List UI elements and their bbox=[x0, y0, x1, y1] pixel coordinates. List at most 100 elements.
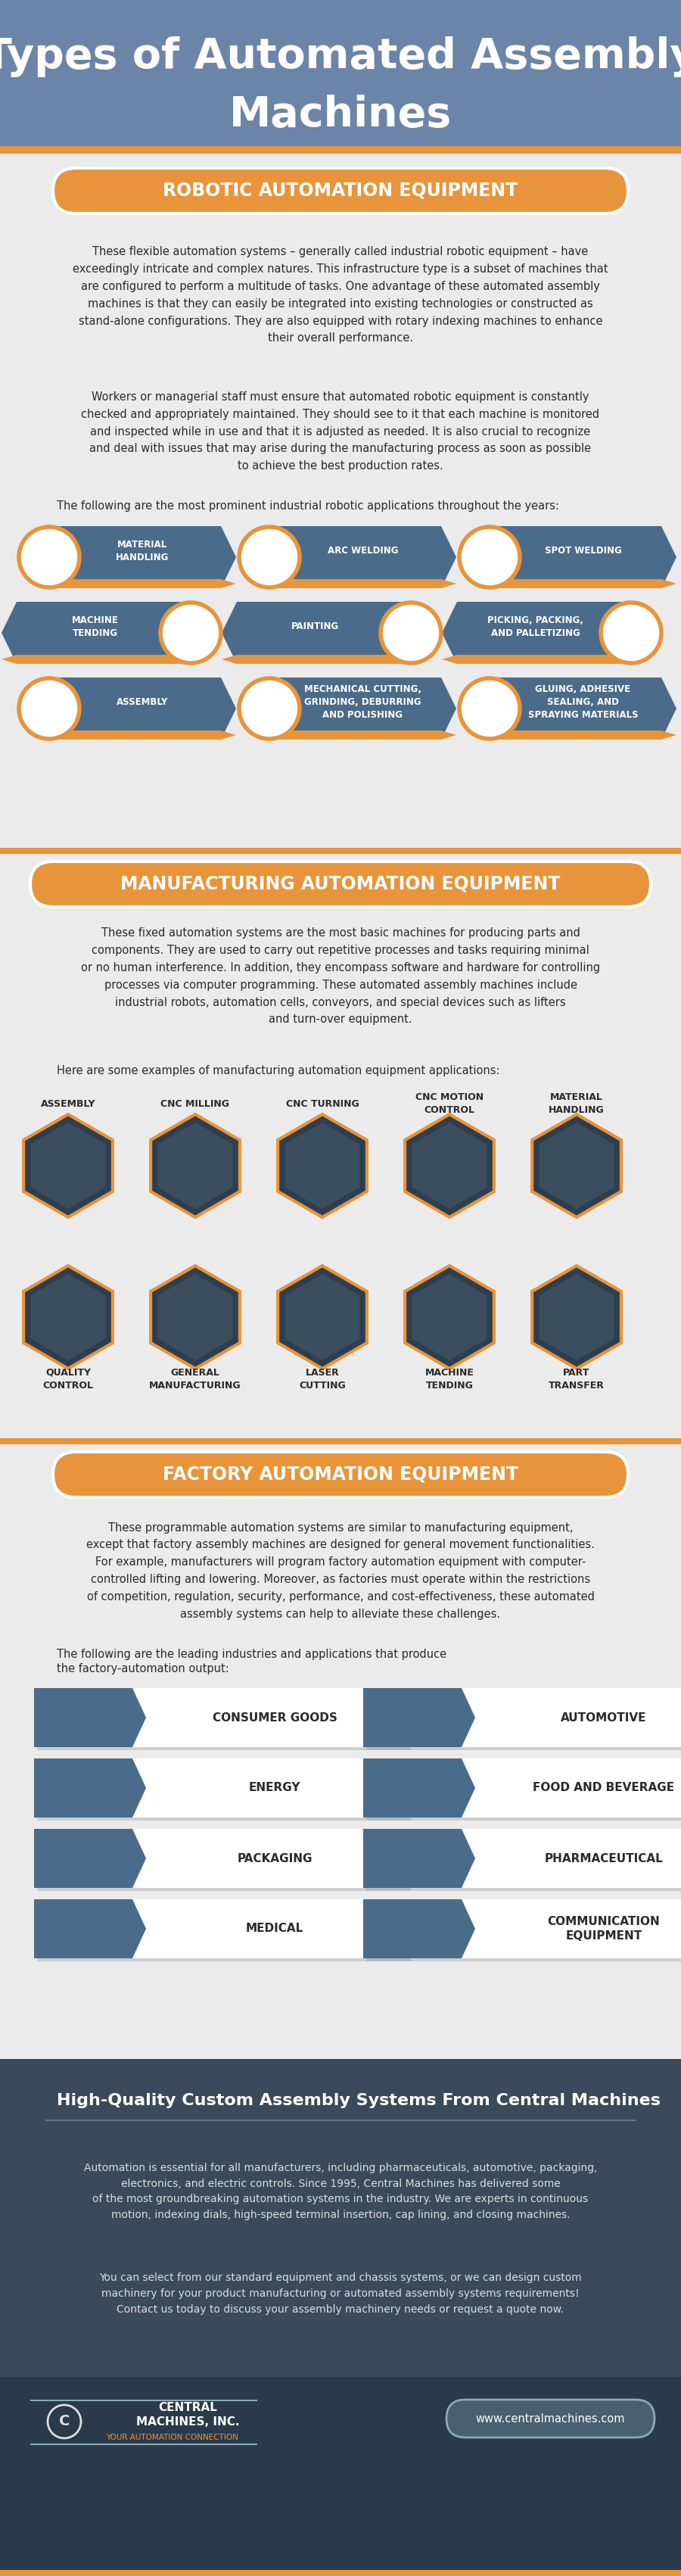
Text: GENERAL
MANUFACTURING: GENERAL MANUFACTURING bbox=[149, 1368, 241, 1391]
Polygon shape bbox=[462, 1759, 475, 1819]
Polygon shape bbox=[412, 1275, 487, 1360]
Polygon shape bbox=[38, 732, 236, 739]
Bar bbox=[462, 1687, 681, 1747]
Polygon shape bbox=[151, 1115, 240, 1218]
Bar bbox=[0, 147, 681, 155]
Text: MACHINE
TENDING: MACHINE TENDING bbox=[72, 616, 118, 639]
Polygon shape bbox=[539, 1275, 614, 1360]
Polygon shape bbox=[222, 654, 420, 665]
Bar bbox=[0, 152, 681, 848]
Text: CENTRAL
MACHINES, INC.: CENTRAL MACHINES, INC. bbox=[136, 2401, 240, 2427]
Text: ROBOTIC AUTOMATION EQUIPMENT: ROBOTIC AUTOMATION EQUIPMENT bbox=[163, 183, 518, 201]
Bar bbox=[132, 1759, 405, 1819]
Polygon shape bbox=[532, 1265, 621, 1368]
FancyBboxPatch shape bbox=[447, 2401, 654, 2437]
Bar bbox=[366, 1901, 681, 1960]
Polygon shape bbox=[38, 677, 236, 739]
Text: ASSEMBLY: ASSEMBLY bbox=[41, 1100, 95, 1108]
Text: You can select from our standard equipment and chassis systems, or we can design: You can select from our standard equipme… bbox=[99, 2272, 582, 2316]
Text: PHARMACEUTICAL: PHARMACEUTICAL bbox=[545, 1852, 663, 1865]
Circle shape bbox=[239, 677, 300, 739]
Bar bbox=[0, 848, 681, 1437]
Text: MATERIAL
HANDLING: MATERIAL HANDLING bbox=[116, 538, 170, 562]
Text: PART
TRANSFER: PART TRANSFER bbox=[549, 1368, 605, 1391]
Text: CNC MOTION
CONTROL: CNC MOTION CONTROL bbox=[415, 1092, 484, 1115]
Bar bbox=[0, 1437, 681, 1445]
Polygon shape bbox=[38, 526, 236, 587]
Circle shape bbox=[459, 528, 520, 587]
Text: C: C bbox=[59, 2414, 69, 2429]
Bar bbox=[0, 2378, 681, 2576]
Polygon shape bbox=[132, 1687, 146, 1747]
Text: SPOT WELDING: SPOT WELDING bbox=[545, 546, 622, 556]
Circle shape bbox=[161, 603, 221, 662]
Text: High-Quality Custom Assembly Systems From Central Machines: High-Quality Custom Assembly Systems Fro… bbox=[57, 2094, 661, 2107]
Text: PACKAGING: PACKAGING bbox=[237, 1852, 313, 1865]
Bar bbox=[132, 1899, 405, 1958]
Bar bbox=[34, 1687, 132, 1747]
Text: These programmable automation systems are similar to manufacturing equipment,
ex: These programmable automation systems ar… bbox=[86, 1522, 595, 1620]
Polygon shape bbox=[132, 1759, 146, 1819]
Polygon shape bbox=[462, 1829, 475, 1888]
Bar bbox=[37, 1832, 411, 1891]
Text: www.centralmachines.com: www.centralmachines.com bbox=[475, 2414, 625, 2424]
Text: MATERIAL
HANDLING: MATERIAL HANDLING bbox=[549, 1092, 605, 1115]
Bar bbox=[462, 1899, 681, 1958]
Text: MANUFACTURING AUTOMATION EQUIPMENT: MANUFACTURING AUTOMATION EQUIPMENT bbox=[121, 876, 560, 894]
Polygon shape bbox=[442, 654, 640, 665]
Polygon shape bbox=[532, 1115, 621, 1218]
Text: AUTOMOTIVE: AUTOMOTIVE bbox=[561, 1713, 647, 1723]
Polygon shape bbox=[24, 1265, 112, 1368]
Bar bbox=[132, 1829, 405, 1888]
Text: These flexible automation systems – generally called industrial robotic equipmen: These flexible automation systems – gene… bbox=[73, 247, 608, 345]
Bar bbox=[366, 1690, 681, 1749]
Polygon shape bbox=[258, 580, 456, 587]
Text: FACTORY AUTOMATION EQUIPMENT: FACTORY AUTOMATION EQUIPMENT bbox=[163, 1466, 518, 1484]
Text: Workers or managerial staff must ensure that automated robotic equipment is cons: Workers or managerial staff must ensure … bbox=[81, 392, 600, 471]
Polygon shape bbox=[478, 580, 676, 587]
Text: These fixed automation systems are the most basic machines for producing parts a: These fixed automation systems are the m… bbox=[81, 927, 600, 1025]
Text: ASSEMBLY: ASSEMBLY bbox=[116, 698, 168, 708]
Polygon shape bbox=[278, 1265, 367, 1368]
Text: Automation is essential for all manufacturers, including pharmaceuticals, automo: Automation is essential for all manufact… bbox=[84, 2164, 597, 2221]
Polygon shape bbox=[405, 1115, 494, 1218]
Polygon shape bbox=[278, 1115, 367, 1218]
Text: FOOD AND BEVERAGE: FOOD AND BEVERAGE bbox=[533, 1783, 675, 1793]
Text: MACHINE
TENDING: MACHINE TENDING bbox=[425, 1368, 474, 1391]
Circle shape bbox=[19, 677, 80, 739]
Text: Here are some examples of manufacturing automation equipment applications:: Here are some examples of manufacturing … bbox=[57, 1066, 500, 1077]
Bar bbox=[363, 1687, 462, 1747]
Circle shape bbox=[381, 603, 441, 662]
FancyBboxPatch shape bbox=[53, 167, 628, 214]
Bar bbox=[462, 1829, 681, 1888]
Polygon shape bbox=[285, 1275, 360, 1360]
Text: CNC TURNING: CNC TURNING bbox=[286, 1100, 359, 1108]
Polygon shape bbox=[412, 1123, 487, 1208]
Polygon shape bbox=[1, 603, 200, 665]
Bar bbox=[363, 1899, 462, 1958]
Polygon shape bbox=[478, 732, 676, 739]
Polygon shape bbox=[539, 1123, 614, 1208]
Polygon shape bbox=[258, 732, 456, 739]
Bar bbox=[0, 2058, 681, 2576]
Polygon shape bbox=[442, 603, 640, 665]
Text: LASER
CUTTING: LASER CUTTING bbox=[299, 1368, 346, 1391]
Text: CONSUMER GOODS: CONSUMER GOODS bbox=[212, 1713, 337, 1723]
Text: GLUING, ADHESIVE
SEALING, AND
SPRAYING MATERIALS: GLUING, ADHESIVE SEALING, AND SPRAYING M… bbox=[528, 685, 638, 721]
Circle shape bbox=[601, 603, 661, 662]
Text: PAINTING: PAINTING bbox=[291, 621, 339, 631]
Bar bbox=[462, 1759, 681, 1819]
Bar bbox=[34, 1899, 132, 1958]
Text: ENERGY: ENERGY bbox=[249, 1783, 300, 1793]
Polygon shape bbox=[222, 603, 420, 665]
Polygon shape bbox=[132, 1829, 146, 1888]
Polygon shape bbox=[38, 580, 236, 587]
FancyBboxPatch shape bbox=[30, 860, 651, 907]
Text: PICKING, PACKING,
AND PALLETIZING: PICKING, PACKING, AND PALLETIZING bbox=[488, 616, 584, 639]
Polygon shape bbox=[151, 1265, 240, 1368]
Bar bbox=[0, 2571, 681, 2576]
Polygon shape bbox=[462, 1899, 475, 1958]
Polygon shape bbox=[24, 1115, 112, 1218]
Polygon shape bbox=[1, 654, 200, 665]
Polygon shape bbox=[31, 1123, 106, 1208]
